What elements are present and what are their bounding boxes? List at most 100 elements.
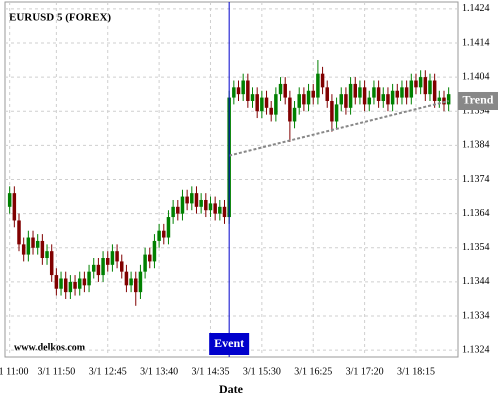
watermark: www.delkos.com bbox=[14, 342, 86, 353]
candle-body bbox=[185, 196, 189, 204]
plot-frame bbox=[4, 1, 459, 358]
candle-body bbox=[82, 278, 87, 286]
candle-body bbox=[110, 251, 115, 265]
candle-body bbox=[101, 258, 105, 276]
candle-body bbox=[105, 258, 110, 265]
candle-body bbox=[199, 199, 203, 207]
y-tick-label: 1.1364 bbox=[462, 208, 490, 219]
candle-body bbox=[236, 87, 241, 95]
candle-body bbox=[12, 193, 17, 221]
candle-body bbox=[390, 90, 395, 105]
candle-body bbox=[288, 97, 292, 122]
candle-body bbox=[17, 220, 21, 245]
candle-body bbox=[283, 83, 287, 98]
candle-body bbox=[138, 271, 143, 293]
y-tick-label: 1.1374 bbox=[462, 174, 490, 185]
candle-body bbox=[414, 80, 418, 88]
candle-body bbox=[26, 237, 31, 255]
trend-line bbox=[228, 100, 449, 157]
candle-body bbox=[423, 77, 428, 95]
candle-body bbox=[45, 251, 49, 259]
y-tick-label: 1.1414 bbox=[462, 37, 490, 48]
candle-body bbox=[264, 97, 269, 108]
candle-body bbox=[297, 94, 301, 108]
candle-body bbox=[348, 83, 353, 108]
candle-body bbox=[49, 251, 54, 276]
candle-body bbox=[208, 203, 213, 211]
candle-body bbox=[330, 100, 334, 122]
candle-body bbox=[73, 281, 77, 289]
candle-body bbox=[292, 107, 297, 122]
candle-body bbox=[204, 199, 208, 211]
candle-body bbox=[148, 254, 152, 262]
candle-body bbox=[91, 264, 96, 272]
x-tick-label: 3/1 12:45 bbox=[89, 366, 127, 377]
candle-body bbox=[386, 94, 390, 105]
candle-body bbox=[143, 254, 147, 272]
x-tick-label: 3/1 18:15 bbox=[397, 366, 435, 377]
candle-body bbox=[437, 97, 442, 101]
candle-body bbox=[63, 278, 68, 293]
candle-body bbox=[180, 196, 185, 214]
candle-body bbox=[241, 80, 245, 95]
candle-body bbox=[162, 230, 166, 238]
candle-body bbox=[250, 94, 255, 101]
candle-body bbox=[134, 278, 138, 293]
candle-body bbox=[120, 261, 124, 272]
candle-body bbox=[376, 87, 381, 101]
candle-body bbox=[404, 87, 409, 98]
candle-body bbox=[334, 104, 339, 122]
candle-body bbox=[77, 278, 82, 289]
candle-body bbox=[246, 80, 250, 101]
candle-body bbox=[40, 240, 45, 259]
x-tick-label: 3/1 17:20 bbox=[346, 366, 384, 377]
y-tick-label: 1.1354 bbox=[462, 242, 490, 253]
candle-body bbox=[194, 193, 199, 207]
candle-body bbox=[367, 97, 372, 105]
x-tick-label: 3/1 11:00 bbox=[0, 366, 29, 377]
candle-body bbox=[166, 217, 171, 238]
candle-body bbox=[35, 240, 40, 248]
y-tick-label: 1.1394 bbox=[462, 106, 490, 117]
candle-body bbox=[409, 80, 414, 98]
x-tick-label: 3/1 15:30 bbox=[243, 366, 281, 377]
candle-body bbox=[320, 73, 325, 88]
candle-body bbox=[400, 87, 404, 98]
y-tick-label: 1.1384 bbox=[462, 140, 490, 151]
candle-body bbox=[446, 94, 451, 105]
candle-body bbox=[59, 278, 63, 289]
x-axis-label: Date bbox=[219, 382, 244, 396]
candle-body bbox=[31, 237, 35, 248]
candle-body bbox=[115, 251, 119, 262]
candle-body bbox=[218, 206, 222, 214]
x-tick-label: 3/1 13:40 bbox=[140, 366, 178, 377]
candle-body bbox=[442, 97, 446, 105]
y-tick-label: 1.1344 bbox=[462, 276, 490, 287]
chart-title: EURUSD 5 (FOREX) bbox=[9, 12, 111, 24]
candle-body bbox=[362, 87, 367, 105]
candle-body bbox=[269, 107, 273, 115]
candle-body bbox=[395, 90, 400, 98]
candle-body bbox=[358, 87, 362, 98]
candle-body bbox=[353, 83, 358, 98]
candle-body bbox=[418, 77, 423, 88]
x-tick-label: 3/1 14:35 bbox=[191, 366, 229, 377]
candle-body bbox=[344, 94, 348, 108]
event-label: Event bbox=[214, 336, 244, 350]
candle-body bbox=[316, 73, 320, 98]
candle-body bbox=[274, 94, 278, 115]
candle-body bbox=[129, 278, 133, 286]
candle-body bbox=[255, 94, 259, 112]
candle-body bbox=[432, 80, 437, 101]
x-tick-label: 3/1 16:25 bbox=[294, 366, 332, 377]
candle-body bbox=[381, 94, 386, 101]
candle-body bbox=[7, 193, 12, 207]
candle-body bbox=[87, 271, 91, 286]
candle-body bbox=[222, 206, 227, 218]
candle-body bbox=[232, 87, 236, 98]
event-tag bbox=[209, 333, 250, 355]
candle-body bbox=[428, 80, 432, 95]
y-tick-label: 1.1324 bbox=[462, 344, 490, 355]
y-tick-label: 1.1334 bbox=[462, 310, 490, 321]
y-tick-label: 1.1424 bbox=[462, 3, 490, 14]
